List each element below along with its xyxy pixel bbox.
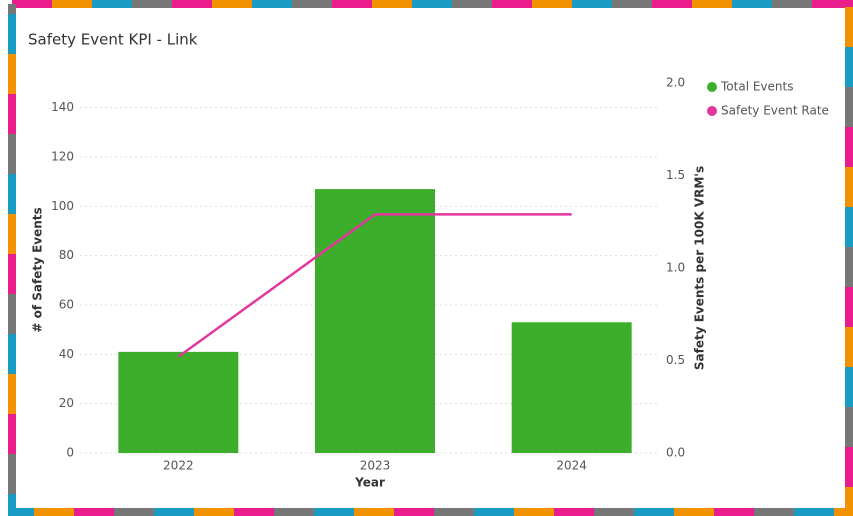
y-tick-label: 80 (59, 248, 74, 262)
y2-tick-label: 2.0 (666, 76, 685, 90)
y-tick-label: 100 (51, 199, 74, 213)
legend-label: Safety Event Rate (721, 104, 829, 118)
y-axis-title: # of Safety Events (31, 207, 45, 332)
y-tick-label: 60 (59, 298, 74, 312)
chart: Safety Event KPI - Link Year # of Safety… (0, 0, 853, 516)
y-tick-label: 0 (66, 446, 74, 460)
x-axis-title: Year (354, 476, 385, 490)
y2-tick-label: 0.0 (666, 446, 685, 460)
y2-tick-label: 1.5 (666, 168, 685, 182)
x-tick-label: 2023 (360, 459, 391, 473)
chart-title: Safety Event KPI - Link (28, 31, 198, 49)
y-tick-label: 120 (51, 150, 74, 164)
bar (315, 189, 435, 453)
x-tick-label: 2024 (556, 459, 587, 473)
x-tick-label: 2022 (163, 459, 194, 473)
y2-tick-label: 1.0 (666, 261, 685, 275)
y-tick-label: 40 (59, 347, 74, 361)
legend-marker (707, 82, 717, 92)
y2-tick-label: 0.5 (666, 353, 685, 367)
y2-axis-title: Safety Events per 100K VRM's (693, 166, 707, 370)
y-tick-label: 20 (59, 396, 74, 410)
legend-marker (707, 106, 717, 116)
bar (118, 352, 238, 453)
y-tick-label: 140 (51, 100, 74, 114)
legend-label: Total Events (720, 80, 793, 94)
bar (512, 322, 632, 453)
